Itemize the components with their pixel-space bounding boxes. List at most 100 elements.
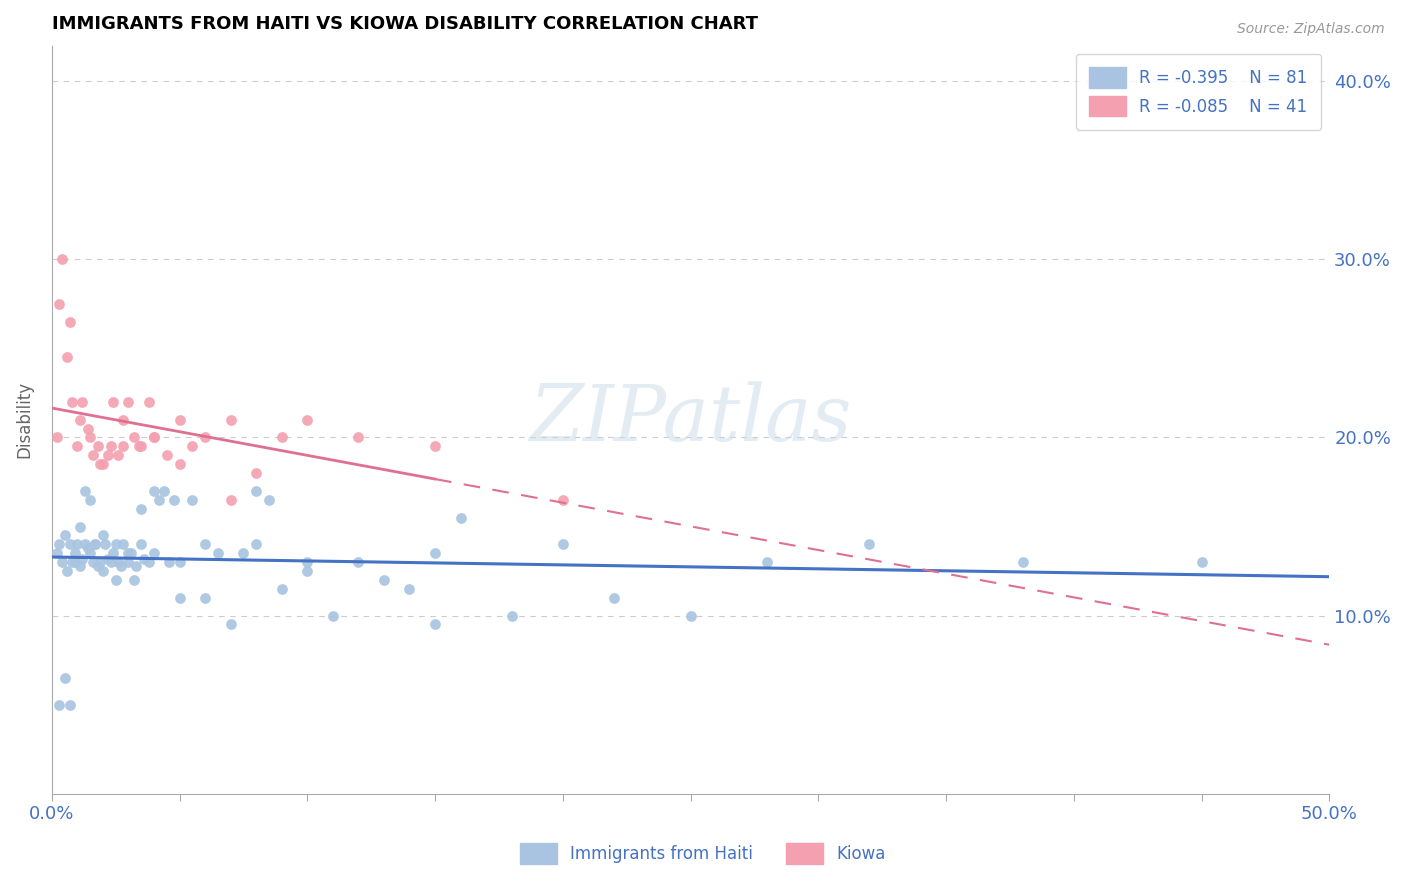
Point [69,558,91,573]
Point [194,430,217,444]
Point [89,457,111,471]
Point [142,430,165,444]
Point [450,510,472,524]
Point [89,555,111,569]
Point [297,412,319,426]
Point [56,351,79,365]
Point [76,541,98,555]
Point [97,448,120,462]
Point [551,537,574,551]
Point [87,558,110,573]
Point [169,457,191,471]
Point [112,412,135,426]
Point [63,546,86,560]
Point [91,457,114,471]
Point [142,546,165,560]
Point [100,555,122,569]
Point [207,546,229,560]
Point [297,564,319,578]
Point [169,412,191,426]
Point [79,546,101,560]
Point [142,430,165,444]
Point [157,555,180,569]
Text: ZIPatlas: ZIPatlas [529,382,852,458]
Y-axis label: Disability: Disability [15,381,32,458]
Point [59,537,82,551]
Point [169,555,191,569]
Point [297,555,319,569]
Point [84,537,107,551]
Point [219,412,242,426]
Point [138,555,160,569]
Point [107,555,129,569]
Point [194,591,217,605]
Point [91,564,114,578]
Point [322,608,344,623]
Point [69,519,91,533]
Point [63,555,86,569]
Legend: Immigrants from Haiti, Kiowa: Immigrants from Haiti, Kiowa [513,837,893,871]
Point [53,671,76,685]
Point [270,582,292,596]
Point [142,483,165,498]
Point [347,430,370,444]
Point [132,551,155,566]
Point [117,546,139,560]
Point [373,573,395,587]
Point [125,558,148,573]
Point [73,483,96,498]
Point [138,395,160,409]
Point [101,395,124,409]
Point [551,492,574,507]
Point [347,555,370,569]
Point [104,537,127,551]
Point [129,537,152,551]
Text: IMMIGRANTS FROM HAITI VS KIOWA DISABILITY CORRELATION CHART: IMMIGRANTS FROM HAITI VS KIOWA DISABILIT… [52,15,758,33]
Point [60,395,83,409]
Point [232,546,254,560]
Point [120,546,142,560]
Point [59,315,82,329]
Point [101,546,124,560]
Point [679,608,702,623]
Point [87,439,110,453]
Point [129,501,152,516]
Point [112,537,135,551]
Point [110,558,132,573]
Point [122,573,145,587]
Point [423,617,446,632]
Point [245,466,267,480]
Point [128,439,150,453]
Point [270,430,292,444]
Point [94,537,117,551]
Point [181,492,204,507]
Point [100,439,122,453]
Point [69,412,91,426]
Point [423,439,446,453]
Point [257,492,280,507]
Point [76,421,98,435]
Point [181,439,204,453]
Point [53,528,76,542]
Point [148,492,170,507]
Point [51,252,73,267]
Point [163,492,186,507]
Point [398,582,420,596]
Point [245,537,267,551]
Point [82,555,104,569]
Point [1191,555,1213,569]
Point [107,448,129,462]
Point [59,698,82,712]
Point [60,555,83,569]
Point [129,439,152,453]
Point [117,555,139,569]
Point [91,528,114,542]
Text: Source: ZipAtlas.com: Source: ZipAtlas.com [1237,22,1385,37]
Point [48,297,70,311]
Point [97,551,120,566]
Point [104,573,127,587]
Point [84,537,107,551]
Point [72,395,94,409]
Point [82,448,104,462]
Point [56,564,79,578]
